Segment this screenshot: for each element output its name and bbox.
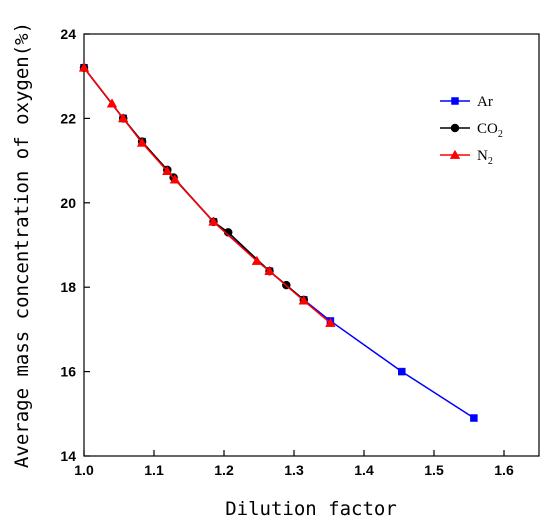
legend-label: N2: [477, 148, 493, 167]
x-tick-label: 1.6: [494, 462, 514, 478]
data-point: [169, 174, 181, 184]
x-tick-label: 1.0: [74, 462, 94, 478]
plot-frame: [83, 33, 540, 457]
legend-label-main: N: [477, 148, 488, 164]
series-ar: [80, 64, 478, 422]
legend-marker: [450, 123, 460, 133]
y-tick-label: 16: [60, 364, 76, 380]
x-tick-label: 1.4: [354, 462, 374, 478]
y-tick-label: 18: [60, 279, 76, 295]
series-line: [83, 67, 305, 301]
series-co2: [79, 63, 309, 305]
series-layer: [78, 62, 478, 422]
data-point: [106, 98, 118, 108]
y-tick-label: 24: [60, 26, 76, 42]
x-tick-label: 1.2: [214, 462, 234, 478]
legend-label-main: CO: [477, 121, 498, 137]
series-n2: [78, 62, 336, 327]
legend-label-subscript: 2: [488, 156, 493, 167]
y-axis-title: Average mass concentration of oxygen(%): [11, 22, 33, 468]
x-tick-label: 1.3: [284, 462, 304, 478]
legend-label: CO2: [477, 121, 503, 140]
data-point: [398, 367, 406, 376]
series-line: [83, 67, 475, 419]
data-point: [264, 265, 275, 276]
data-point: [251, 255, 263, 265]
data-point: [470, 414, 478, 422]
x-tick-label: 1.1: [144, 462, 164, 478]
data-point: [298, 295, 310, 305]
data-point: [117, 113, 129, 123]
data-point: [136, 137, 148, 147]
series-line: [83, 67, 331, 324]
data-point: [78, 62, 90, 72]
x-axis-title: Dilution factor: [225, 498, 397, 520]
y-tick-label: 22: [60, 110, 76, 126]
legend-marker: [449, 149, 461, 159]
data-point: [162, 165, 173, 175]
x-tick-label: 1.5: [424, 462, 444, 478]
data-point: [325, 317, 336, 327]
legend-label-main: Ar: [477, 94, 493, 110]
data-point: [208, 216, 219, 226]
legend-label-subscript: 2: [498, 129, 503, 140]
legend-marker: [451, 97, 459, 105]
y-tick-label: 20: [60, 195, 76, 211]
y-tick-label: 14: [60, 448, 76, 464]
legend-label: Ar: [477, 94, 493, 110]
